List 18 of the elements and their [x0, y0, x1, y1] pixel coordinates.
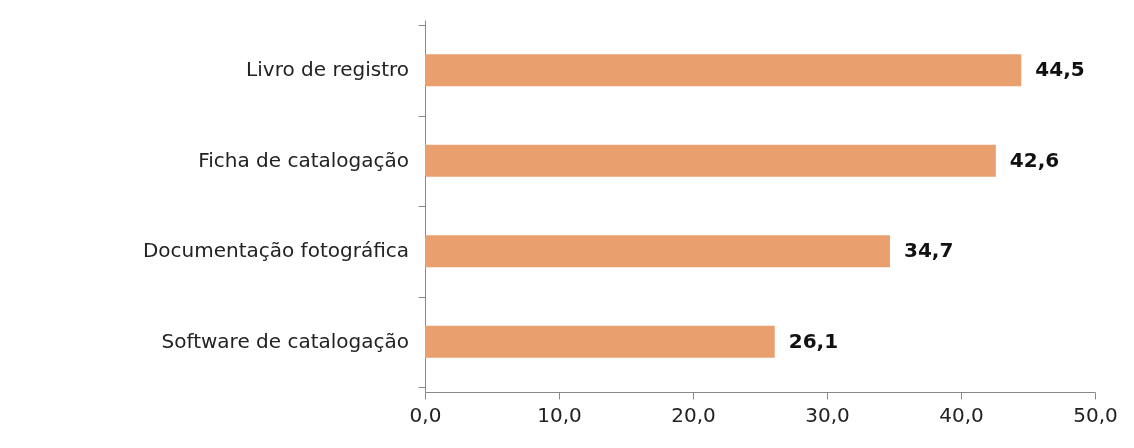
- x-tick-label: 40,0: [939, 402, 984, 427]
- bar: [425, 235, 890, 268]
- x-tick-label: 0,0: [409, 402, 442, 427]
- data-label: 42,6: [1009, 147, 1060, 172]
- bar: [425, 325, 775, 358]
- x-tick-label: 10,0: [537, 402, 582, 427]
- y-tick-label: Software de catalogação: [161, 328, 409, 353]
- data-label: 44,5: [1035, 57, 1085, 82]
- y-tick-label: Livro de registro: [246, 57, 409, 82]
- x-tick-label: 30,0: [805, 402, 850, 427]
- x-tick-label: 20,0: [671, 402, 716, 427]
- bar: [425, 54, 1022, 87]
- y-tick-label: Documentação fotográfica: [142, 238, 409, 263]
- y-tick-label: Ficha de catalogação: [198, 147, 409, 172]
- bar: [425, 144, 996, 177]
- x-tick-label: 50,0: [1073, 402, 1118, 427]
- data-label: 26,1: [788, 328, 839, 353]
- data-label: 34,7: [903, 238, 954, 263]
